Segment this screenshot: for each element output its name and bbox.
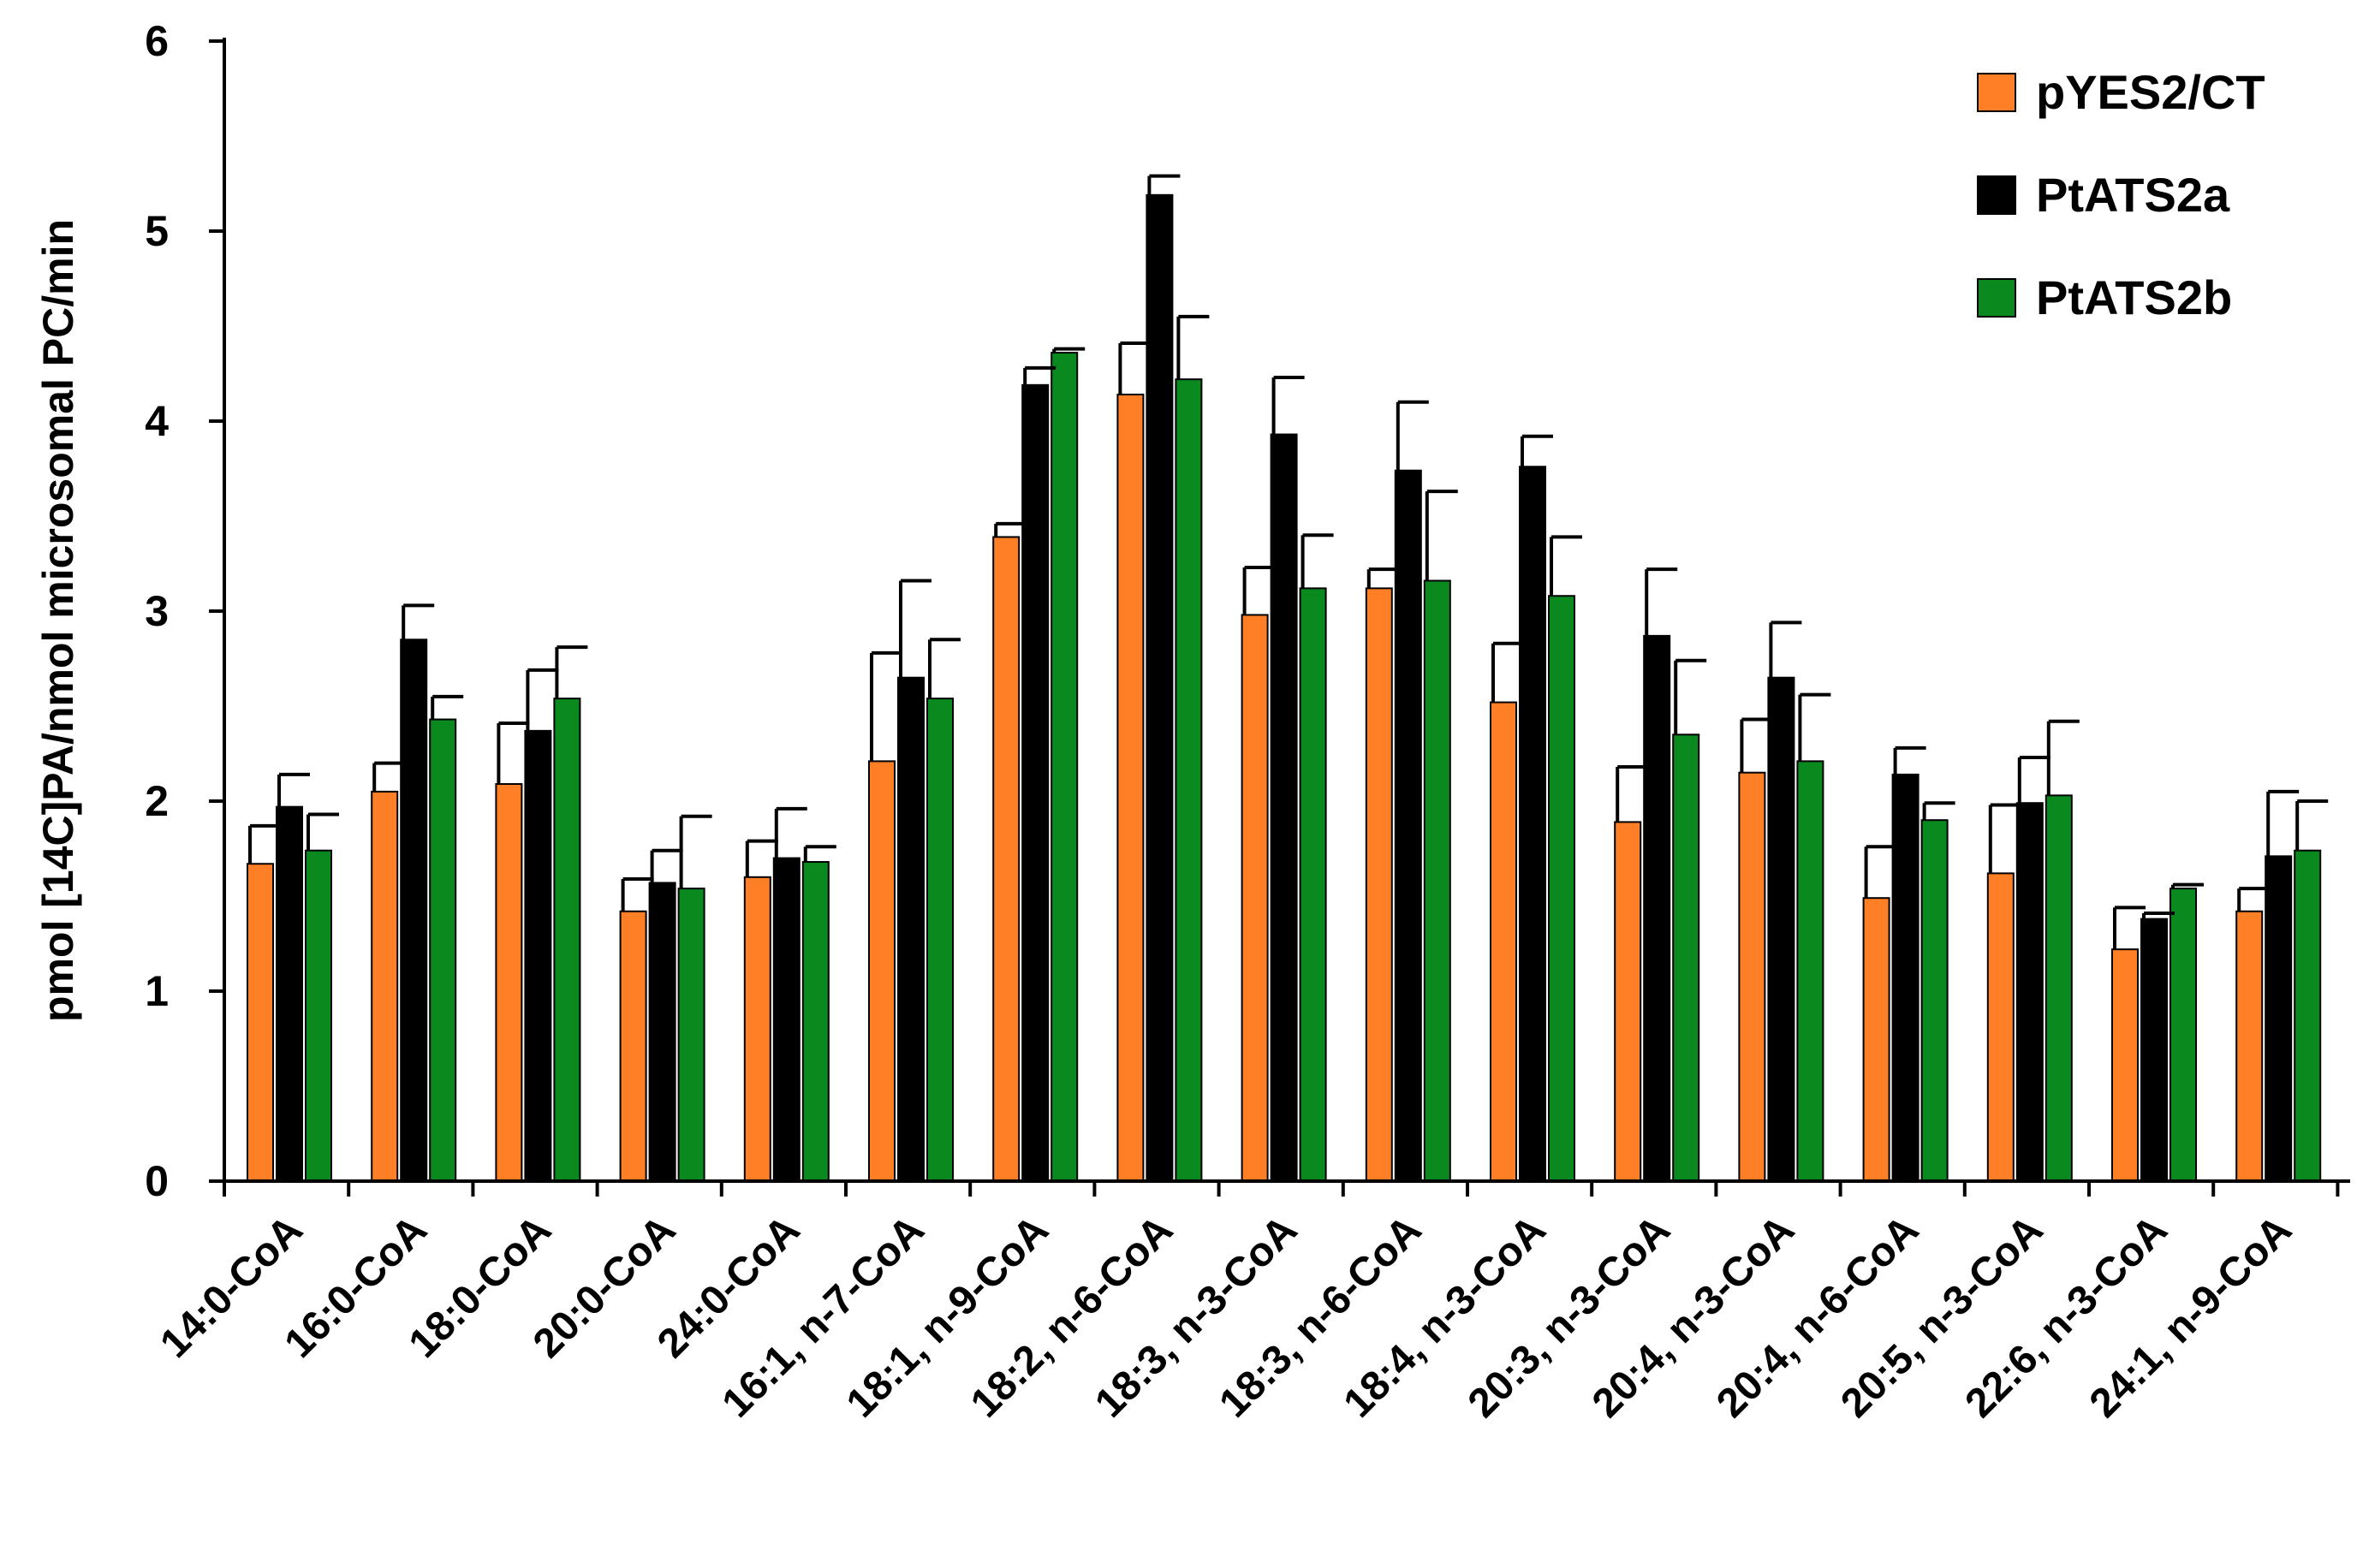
bar (868, 760, 896, 1182)
y-tick-label: 4 (145, 397, 169, 445)
bar (1394, 469, 1422, 1182)
bar (1146, 193, 1174, 1183)
bar (677, 888, 705, 1182)
bar (2140, 918, 2168, 1182)
legend-swatch (1977, 278, 2016, 318)
bar (1051, 352, 1079, 1182)
y-tick-label: 2 (145, 777, 169, 825)
bar (2170, 888, 2197, 1182)
x-tick-labels: 14:0-CoA16:0-CoA18:0-CoA20:0-CoA24:0-CoA… (152, 1207, 2300, 1426)
y-axis-title: pmol [14C]PA/nmol microsomal PC/min (34, 219, 82, 1022)
bar (1986, 872, 2015, 1182)
bar (1767, 676, 1795, 1182)
bar (1738, 771, 1766, 1182)
bar (801, 861, 830, 1182)
bar (1519, 466, 1546, 1182)
bar (897, 676, 925, 1182)
bar (1490, 701, 1517, 1182)
bars-layer (247, 193, 2322, 1183)
bar (495, 783, 523, 1183)
bar (1614, 821, 1642, 1182)
bar (429, 718, 457, 1182)
bar (1116, 393, 1145, 1183)
bar (926, 698, 954, 1182)
bar (553, 698, 581, 1182)
bar (2111, 948, 2139, 1183)
error-bars-layer (248, 174, 2329, 950)
bar (1672, 734, 1700, 1182)
bar (371, 790, 399, 1183)
y-tick-label: 5 (145, 207, 169, 255)
legend: pYES2/CT PtATS2a PtATS2b (1977, 65, 2265, 324)
bar (743, 876, 771, 1183)
y-tick-labels: 0 1 2 3 4 5 6 (145, 17, 169, 1205)
bar (1241, 614, 1269, 1182)
bar (648, 882, 676, 1182)
bar (305, 849, 332, 1182)
legend-label: PtATS2a (2036, 168, 2230, 222)
bar (276, 805, 303, 1182)
legend-swatch (1977, 73, 2016, 112)
bar (1021, 383, 1050, 1182)
legend-label: pYES2/CT (2036, 65, 2265, 119)
bar (400, 638, 428, 1182)
bar (2294, 849, 2322, 1182)
y-tick-label: 6 (145, 17, 169, 65)
bar (2015, 802, 2044, 1182)
bar (2235, 910, 2264, 1182)
bar (1365, 587, 1393, 1182)
bar (1270, 433, 1298, 1183)
bar (1862, 897, 1890, 1182)
bar (247, 863, 274, 1182)
bar (1175, 378, 1203, 1183)
bar (1643, 634, 1671, 1182)
y-tick-label: 1 (145, 967, 169, 1015)
legend-swatch (1977, 175, 2016, 215)
bar (1299, 587, 1327, 1182)
axes-layer (209, 38, 2350, 1197)
bar (1796, 760, 1824, 1182)
y-tick-label: 3 (145, 587, 169, 635)
y-tick-label: 0 (145, 1157, 169, 1205)
bar (1423, 579, 1451, 1182)
bar (619, 910, 647, 1182)
legend-label: PtATS2b (2036, 270, 2232, 324)
bar (2045, 794, 2073, 1183)
bar (1548, 595, 1575, 1182)
bar (1891, 773, 1920, 1182)
bar (524, 729, 552, 1182)
bar (1920, 819, 1949, 1182)
bar (2265, 855, 2293, 1182)
bar (772, 857, 801, 1182)
bar (992, 536, 1021, 1182)
